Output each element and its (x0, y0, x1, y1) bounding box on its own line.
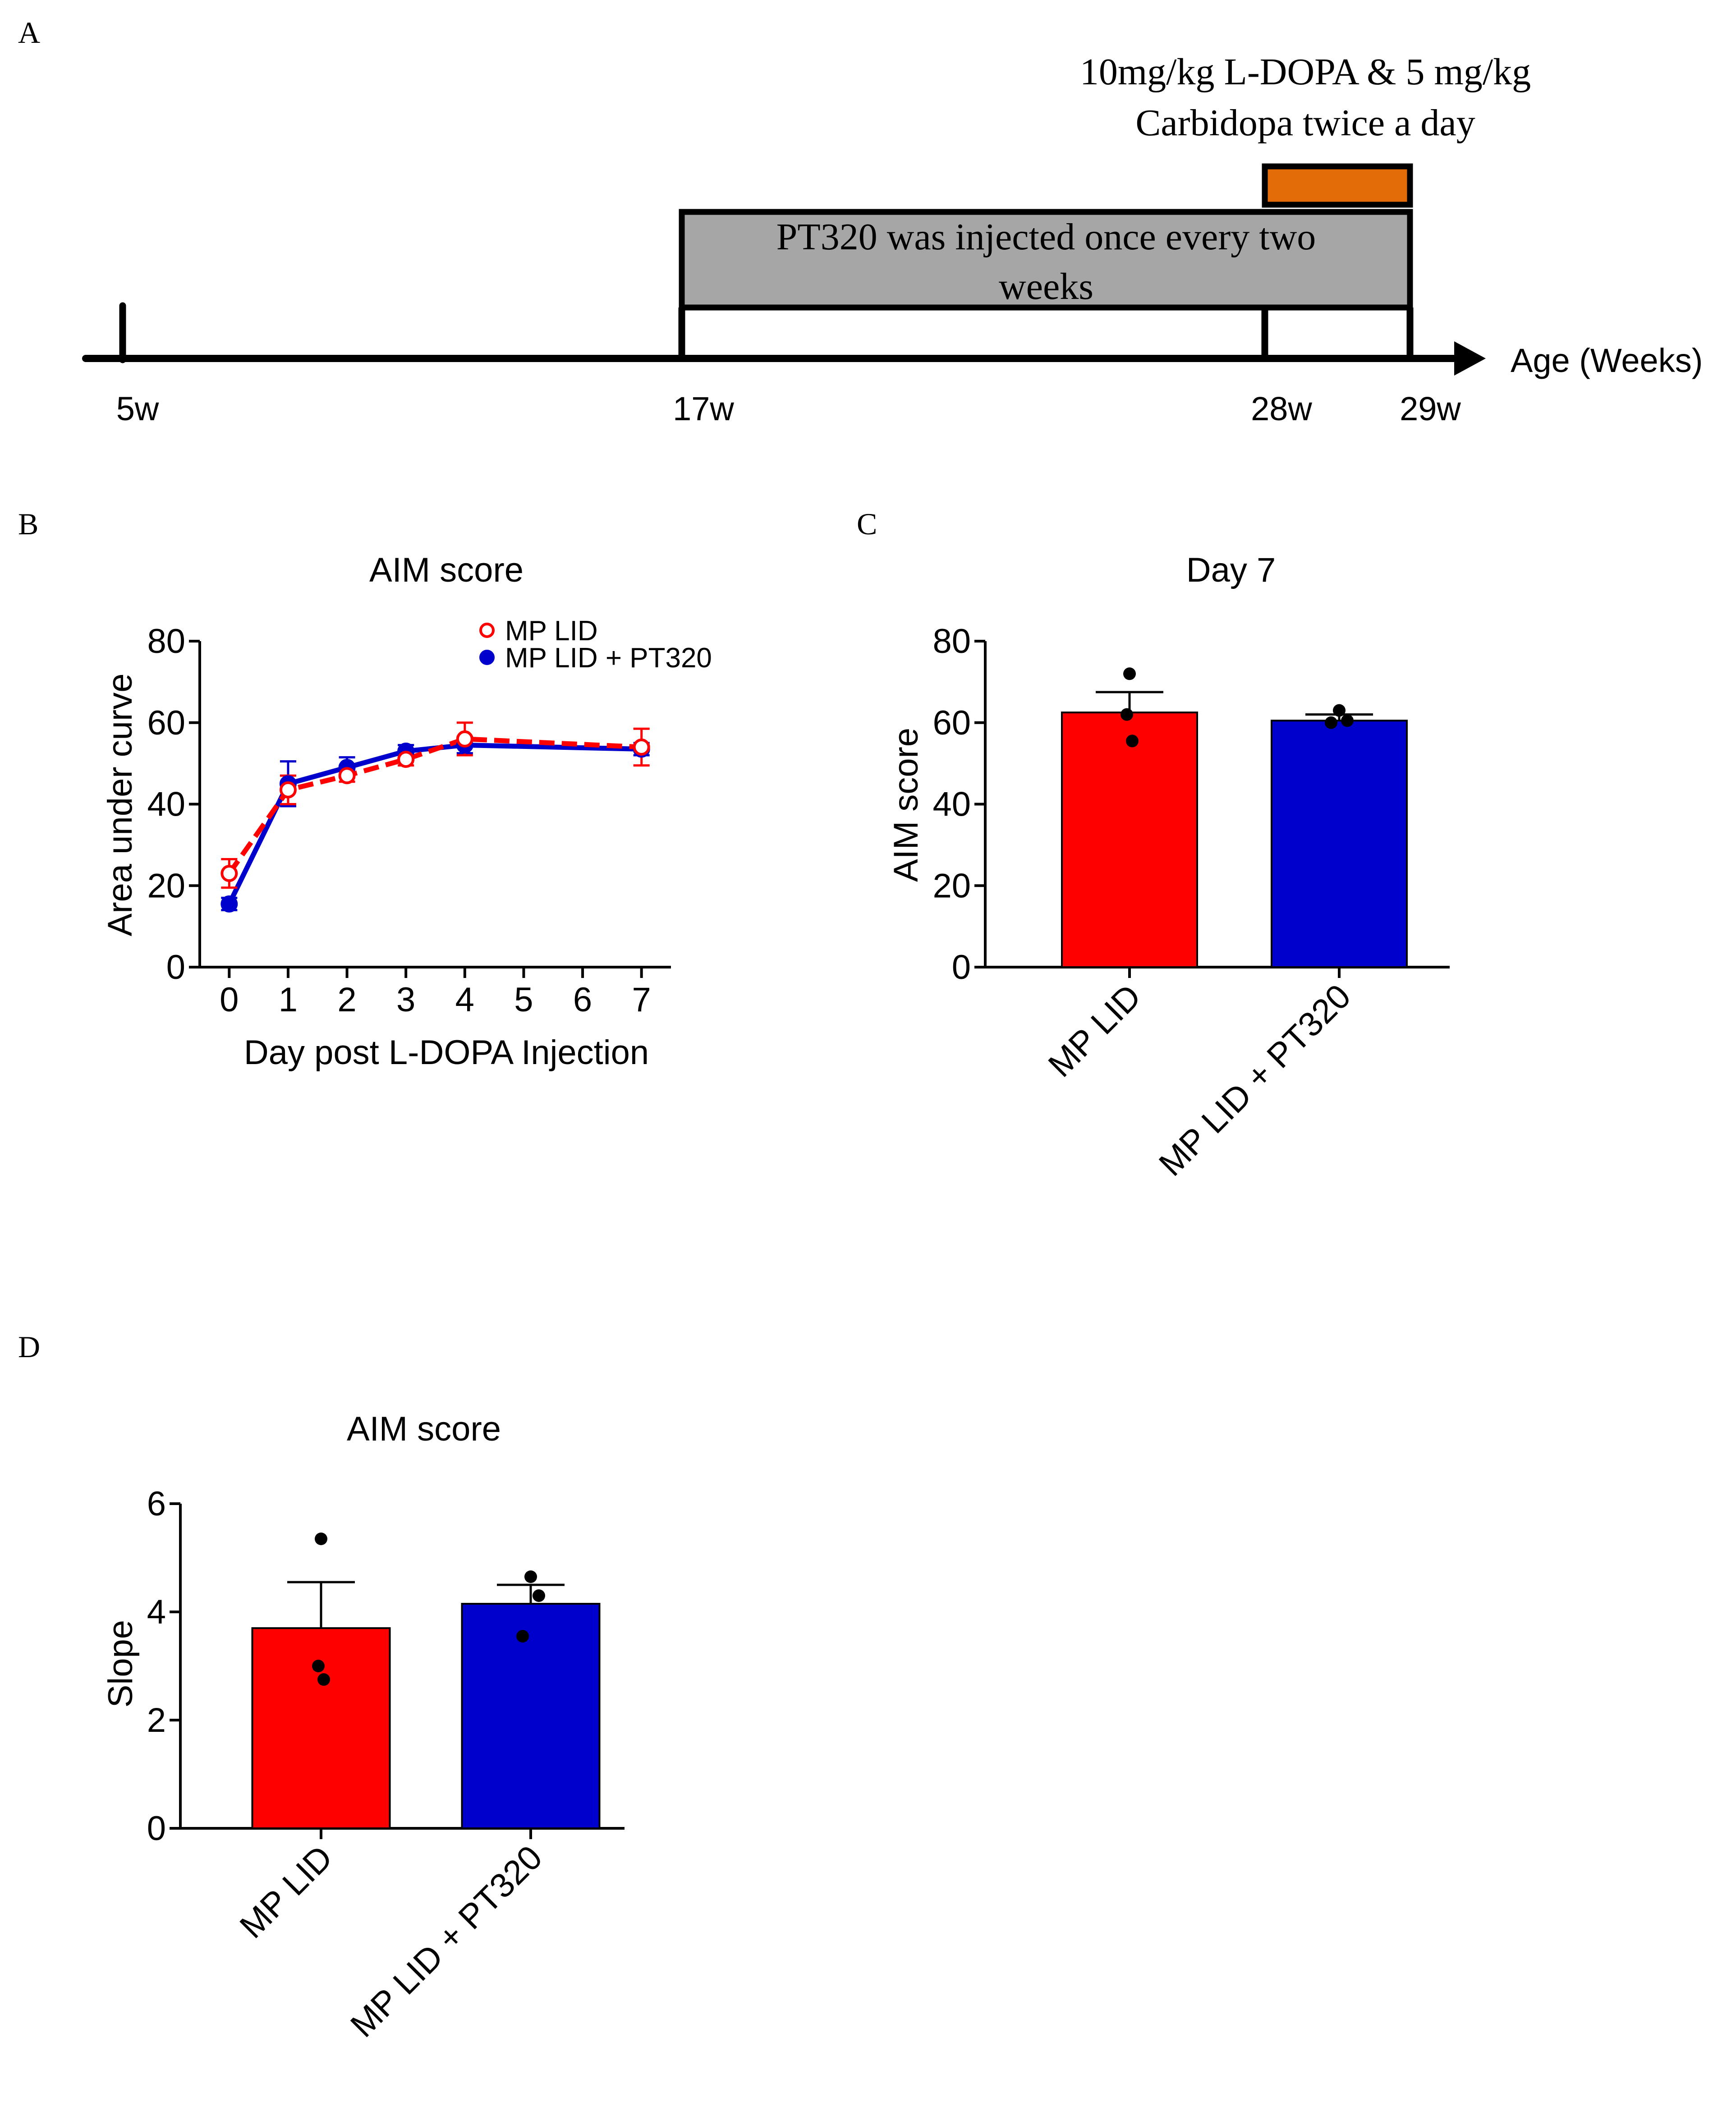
chart-d-x-tick-label: MP LID (233, 1838, 340, 1946)
chart-c-title: Day 7 (1186, 551, 1276, 589)
chart-c-x-tick-label: MP LID + PT320 (1152, 977, 1358, 1184)
chart-d-datapoint-mp-lid (317, 1673, 330, 1686)
chart-d-datapoint-mp-lid-pt320 (533, 1589, 545, 1602)
chart-d-y-tick-label: 2 (147, 1701, 166, 1739)
chart-b-y-tick-label: 60 (147, 704, 185, 742)
chart-b-legend-label-mp-lid-pt320: MP LID + PT320 (505, 643, 712, 674)
chart-b-y-tick-label: 0 (166, 948, 185, 987)
chart-b-x-tick-label: 6 (573, 981, 592, 1019)
chart-c-datapoint-mp-lid-pt320 (1325, 716, 1337, 729)
panel-c: C Day 7 0 20 40 60 80 MP LID MP LID + PT320 AI… (857, 507, 1450, 1184)
chart-c-y-tick-label: 0 (952, 948, 971, 987)
chart-d-y-tick-label: 4 (147, 1593, 166, 1631)
chart-c-datapoint-mp-lid (1121, 708, 1133, 721)
panel-d: D AIM score 0 2 4 6 MP LID MP LID + PT320 Slo… (18, 1330, 625, 2045)
chart-c-datapoint-mp-lid (1123, 667, 1136, 680)
tick-label-29w: 29w (1400, 390, 1461, 427)
tick-label-5w: 5w (116, 390, 159, 427)
chart-b-x-tick-label: 0 (220, 981, 239, 1019)
chart-d-datapoint-mp-lid-pt320 (516, 1630, 529, 1643)
chart-b-x-tick-label: 5 (514, 981, 533, 1019)
chart-b-x-tick-label: 1 (279, 981, 298, 1019)
chart-d-y-tick-label: 6 (147, 1485, 166, 1523)
chart-c-datapoint-mp-lid-pt320 (1341, 714, 1354, 727)
chart-b-ylabel: Area under curve (101, 674, 139, 936)
chart-d: 0 2 4 6 MP LID MP LID + PT320 (147, 1485, 625, 2045)
chart-b-legend-marker-mp-lid (479, 623, 495, 638)
treatment-bar (1262, 163, 1413, 208)
tick-label-17w: 17w (673, 390, 734, 427)
chart-c-x-tick-label: MP LID (1041, 977, 1148, 1084)
panel-c-letter: C (857, 507, 877, 541)
chart-c-y-tick-label: 80 (932, 622, 971, 661)
tick-label-28w: 28w (1251, 390, 1312, 427)
panel-a-letter: A (18, 15, 40, 50)
chart-d-title: AIM score (347, 1410, 501, 1448)
chart-c: 0 20 40 60 80 MP LID MP LID + PT320 (932, 622, 1450, 1184)
chart-d-bar-mp-lid (251, 1627, 391, 1829)
chart-b-xlabel: Day post L-DOPA Injection (244, 1033, 649, 1072)
chart-d-ylabel: Slope (101, 1620, 140, 1707)
chart-c-y-tick-label: 20 (932, 867, 971, 905)
chart-d-datapoint-mp-lid-pt320 (524, 1570, 537, 1583)
treatment-label-line1: 10mg/kg L-DOPA & 5 mg/kg (1080, 51, 1531, 93)
chart-b-y-tick-label: 40 (147, 785, 185, 824)
chart-d-datapoint-mp-lid (315, 1533, 327, 1545)
chart-b-point-mp-lid (633, 738, 650, 756)
timeline-arrowhead (1454, 341, 1486, 376)
panel-b-letter: B (18, 507, 38, 541)
chart-d-y-tick-label: 0 (147, 1809, 166, 1848)
injection-bar (679, 209, 1413, 311)
injection-label-line2: weeks (999, 266, 1093, 307)
chart-b-x-tick-label: 3 (396, 981, 415, 1019)
chart-c-y-tick-label: 60 (932, 704, 971, 742)
chart-b-title: AIM score (369, 551, 524, 589)
chart-c-bar-mp-lid-pt320 (1271, 720, 1408, 968)
chart-d-datapoint-mp-lid (312, 1660, 325, 1672)
chart-d-bar-mp-lid-pt320 (461, 1603, 601, 1829)
chart-b-y-tick-label: 20 (147, 867, 185, 905)
chart-b-point-mp-lid (456, 730, 473, 748)
panel-a: A 10mg/kg L-DOPA & 5 mg/kg Carbidopa twi… (18, 15, 1703, 427)
chart-c-bar-mp-lid (1061, 711, 1198, 968)
injection-label-line1: PT320 was injected once every two (776, 216, 1316, 258)
chart-b-point-mp-lid (397, 751, 415, 768)
chart-b-series-line-mp-lid (227, 736, 642, 875)
chart-b-legend-label-mp-lid: MP LID (505, 615, 598, 647)
chart-c-ylabel: AIM score (887, 728, 925, 882)
chart-b-x-tick-label: 2 (337, 981, 356, 1019)
panel-d-letter: D (18, 1330, 40, 1364)
chart-c-datapoint-mp-lid (1126, 734, 1139, 748)
chart-c-y-tick-label: 40 (932, 785, 971, 824)
chart-c-datapoint-mp-lid-pt320 (1333, 704, 1346, 717)
chart-d-x-tick-label: MP LID + PT320 (343, 1838, 550, 2045)
chart-b-legend-marker-mp-lid-pt320 (479, 650, 495, 665)
chart-b-point-mp-lid (279, 781, 297, 799)
chart-b-point-mp-lid (220, 865, 238, 882)
chart-b-x-tick-label: 4 (455, 981, 474, 1019)
chart-b-series-line-mp-lid-pt320 (227, 742, 642, 905)
treatment-label-line2: Carbidopa twice a day (1135, 102, 1475, 144)
timeline-axis-label: Age (Weeks) (1511, 342, 1703, 379)
chart-b-point-mp-lid-pt320 (220, 895, 238, 913)
chart-b-y-tick-label: 80 (147, 622, 185, 661)
chart-b-point-mp-lid (338, 767, 356, 785)
chart-b-x-tick-label: 7 (632, 981, 651, 1019)
